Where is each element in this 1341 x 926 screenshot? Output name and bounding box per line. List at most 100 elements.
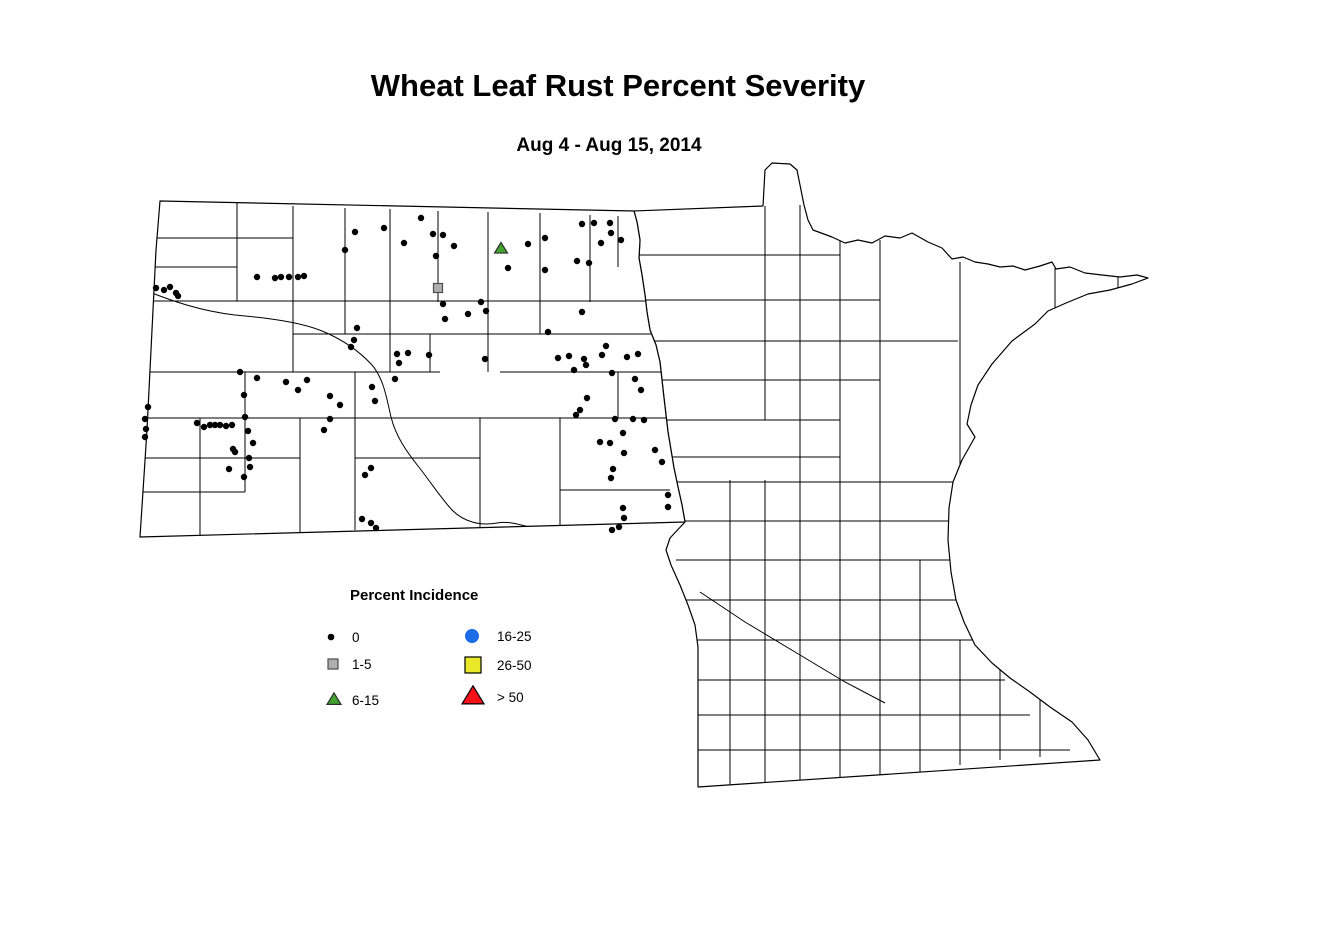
map-point-severity-0 xyxy=(664,503,672,511)
map-point-severity-0 xyxy=(144,403,152,411)
map-point-severity-0 xyxy=(353,324,361,332)
map-point-severity-0 xyxy=(634,350,642,358)
map-point-severity-0 xyxy=(380,224,388,232)
map-point-severity-0 xyxy=(607,229,615,237)
map-point-severity-0 xyxy=(609,465,617,473)
map-point-severity-0 xyxy=(607,474,615,482)
map-point-severity-0 xyxy=(417,214,425,222)
legend-label: 16-25 xyxy=(497,629,532,644)
map-point-severity-0 xyxy=(320,426,328,434)
map-point-severity-0 xyxy=(236,368,244,376)
map-point-severity-0 xyxy=(637,386,645,394)
minnesota-state xyxy=(633,162,1149,788)
map-point-severity-0 xyxy=(482,307,490,315)
map-point-severity-0 xyxy=(282,378,290,386)
map-point-severity-0 xyxy=(142,425,150,433)
map-point-severity-0 xyxy=(391,375,399,383)
map-point-severity-0 xyxy=(225,465,233,473)
map-point-severity-0 xyxy=(341,246,349,254)
map-point-severity-0 xyxy=(326,392,334,400)
map-point-severity-0 xyxy=(244,427,252,435)
legend-marker-triangle xyxy=(325,691,343,705)
map-point-severity-0 xyxy=(271,274,279,282)
map-point-severity-0 xyxy=(620,449,628,457)
map-point-severity-0 xyxy=(253,374,261,382)
map-point-severity-0 xyxy=(432,252,440,260)
map-point-severity-0 xyxy=(582,361,590,369)
map-point-severity-0 xyxy=(544,328,552,336)
legend-items: 0 1-5 6-15 16-25 26-50 > 50 xyxy=(325,629,532,708)
legend-marker-triangle xyxy=(460,684,486,705)
map-point-severity-0 xyxy=(477,298,485,306)
map-point-severity-0 xyxy=(241,413,249,421)
legend-marker-square xyxy=(464,656,482,674)
legend-marker-square xyxy=(327,658,339,670)
map-point-severity-0 xyxy=(439,300,447,308)
map-point-severity-0 xyxy=(578,220,586,228)
map-point-severity-0 xyxy=(617,236,625,244)
map-point-severity-0 xyxy=(294,273,302,281)
map-point-severity-0 xyxy=(166,283,174,291)
map-point-severity-0 xyxy=(481,355,489,363)
map-point-severity-0 xyxy=(541,266,549,274)
north-dakota-state xyxy=(139,200,686,538)
map-point-severity-0 xyxy=(326,415,334,423)
map-point-severity-0 xyxy=(425,351,433,359)
map-point-severity-0 xyxy=(554,354,562,362)
legend-marker-dot xyxy=(327,633,335,641)
map-point-severity-0 xyxy=(664,491,672,499)
map-point-severity-0 xyxy=(572,411,580,419)
map-point-severity-0 xyxy=(350,336,358,344)
map-point-severity-1-5 xyxy=(432,282,444,294)
map-point-severity-0 xyxy=(200,423,208,431)
map-point-severity-0 xyxy=(193,419,201,427)
map-point-severity-0 xyxy=(400,239,408,247)
map-point-severity-0 xyxy=(578,308,586,316)
map-point-severity-0 xyxy=(152,284,160,292)
map-point-severity-0 xyxy=(336,401,344,409)
map-point-severity-0 xyxy=(174,292,182,300)
legend-label: 0 xyxy=(352,630,360,645)
map-point-severity-0 xyxy=(371,397,379,405)
map-point-severity-0 xyxy=(606,219,614,227)
map-point-severity-0 xyxy=(640,416,648,424)
map-point-severity-0 xyxy=(253,273,261,281)
map-point-severity-0 xyxy=(294,386,302,394)
map-point-severity-0 xyxy=(590,219,598,227)
map-point-severity-0 xyxy=(404,349,412,357)
map-point-severity-0 xyxy=(141,415,149,423)
map-point-severity-0 xyxy=(441,315,449,323)
page-title: Wheat Leaf Rust Percent Severity xyxy=(371,68,866,103)
map-point-severity-0 xyxy=(439,231,447,239)
subtitle: Aug 4 - Aug 15, 2014 xyxy=(516,135,702,156)
legend: Percent Incidence 0 1-5 6-15 16-25 26-50 > 50 xyxy=(325,587,532,708)
map-point-severity-0 xyxy=(585,259,593,267)
map-point-severity-6-15 xyxy=(493,241,509,254)
map-point-severity-0 xyxy=(570,366,578,374)
map-point-severity-0 xyxy=(608,526,616,534)
minnesota-outline xyxy=(633,162,1149,788)
missouri-river-line xyxy=(151,292,549,532)
map-point-severity-0 xyxy=(623,353,631,361)
map-point-severity-0 xyxy=(222,422,230,430)
map-point-severity-0 xyxy=(611,415,619,423)
map-point-severity-0 xyxy=(300,272,308,280)
map-point-severity-0 xyxy=(303,376,311,384)
map-point-severity-0 xyxy=(580,355,588,363)
map-point-severity-0 xyxy=(372,524,380,532)
map-point-severity-0 xyxy=(583,394,591,402)
map-point-severity-0 xyxy=(351,228,359,236)
map-point-severity-0 xyxy=(464,310,472,318)
map-point-severity-0 xyxy=(602,342,610,350)
north-dakota-outline xyxy=(139,200,686,538)
map-point-severity-0 xyxy=(277,273,285,281)
map-point-severity-0 xyxy=(620,514,628,522)
map-point-severity-0 xyxy=(576,406,584,414)
map-point-severity-0 xyxy=(358,515,366,523)
map-point-severity-0 xyxy=(160,286,168,294)
map-point-severity-0 xyxy=(619,429,627,437)
map-point-severity-0 xyxy=(240,473,248,481)
minnesota-river-line xyxy=(699,591,886,704)
map-point-severity-0 xyxy=(216,421,224,429)
